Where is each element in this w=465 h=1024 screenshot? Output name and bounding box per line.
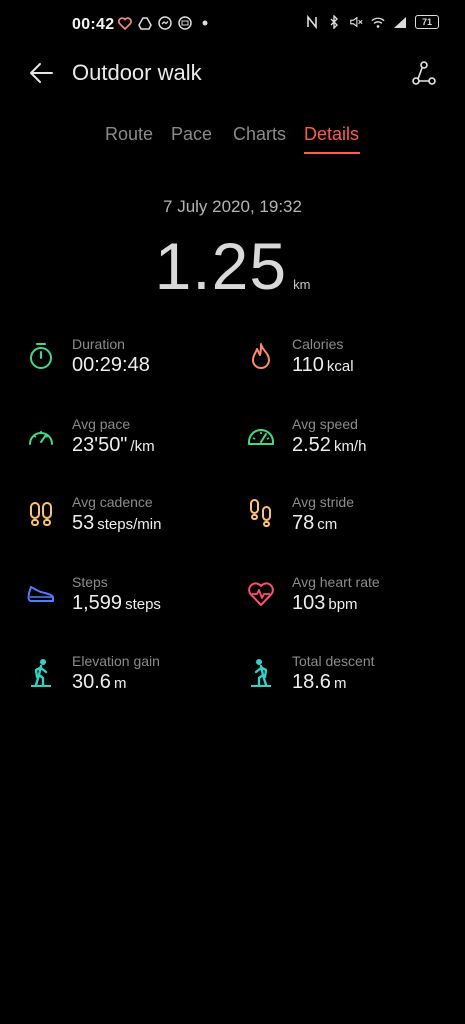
heart-rate-icon — [247, 580, 275, 608]
stat-value: 53 steps/min — [72, 512, 161, 535]
stat-number: 110 — [292, 354, 324, 376]
tab-route[interactable]: Route — [105, 124, 154, 144]
message-icon — [178, 16, 192, 30]
stat-calories: Calories 110 kcal — [247, 336, 457, 392]
stat-value: 30.6 m — [72, 671, 126, 694]
stat-label: Duration — [72, 336, 125, 352]
stat-unit: bpm — [328, 596, 358, 613]
stat-value: 78 cm — [292, 512, 337, 535]
stat-number: 103 — [292, 592, 326, 614]
stat-number: 53 — [72, 512, 95, 534]
messenger-icon — [158, 16, 172, 30]
stat-avg-cadence: Avg cadence 53 steps/min — [27, 494, 237, 550]
workout-datetime: 7 July 2020, 19:32 — [163, 197, 302, 216]
stat-label: Avg pace — [72, 416, 131, 432]
stat-number: 1,599 — [72, 592, 123, 614]
distance-display: 1.25 km — [0, 228, 465, 304]
stat-label: Avg stride — [292, 494, 354, 510]
stat-value: 00:29:48 — [72, 354, 153, 377]
stat-label: Avg cadence — [72, 494, 153, 510]
wifi-icon — [371, 15, 385, 29]
stat-unit: steps/min — [97, 516, 162, 533]
app-header: Outdoor walk — [0, 52, 465, 96]
notification-icons — [118, 16, 212, 30]
stat-total-descent: Total descent 18.6 m — [247, 653, 457, 709]
route-icon — [412, 61, 436, 85]
stat-duration: Duration 00:29:48 — [27, 336, 237, 392]
stat-label: Total descent — [292, 653, 375, 669]
stride-footprints-icon — [247, 499, 275, 528]
stat-label: Calories — [292, 336, 344, 352]
stat-elevation-gain: Elevation gain 30.6 m — [27, 653, 237, 709]
stat-label: Avg speed — [292, 416, 358, 432]
route-share-button[interactable] — [409, 58, 439, 88]
tab-details[interactable]: Details — [304, 124, 360, 144]
mute-icon — [349, 15, 363, 29]
stat-label: Steps — [72, 574, 108, 590]
heart-icon — [118, 16, 132, 30]
status-bar: 00:42 71 — [0, 0, 465, 50]
footprints-icon — [27, 500, 55, 528]
stat-label: Elevation gain — [72, 653, 160, 669]
stat-value: 110 kcal — [292, 354, 354, 377]
active-tab-indicator — [304, 152, 360, 154]
stat-value: 18.6 m — [292, 671, 346, 694]
stat-value: 23'50"/km — [72, 434, 155, 457]
stat-unit: km/h — [333, 438, 367, 455]
signal-icon — [393, 15, 407, 29]
stat-avg-pace: Avg pace 23'50"/km — [27, 416, 237, 472]
drive-icon — [138, 16, 152, 30]
stat-avg-stride: Avg stride 78 cm — [247, 494, 457, 550]
speedometer-icon — [27, 422, 55, 450]
stat-unit: m — [333, 675, 347, 692]
tab-pace[interactable]: Pace — [171, 124, 213, 144]
stat-number: 2.52 — [292, 434, 331, 456]
stat-avg-speed: Avg speed 2.52 km/h — [247, 416, 457, 472]
stat-number: 00:29:48 — [72, 354, 150, 376]
stat-value: 1,599 steps — [72, 592, 161, 615]
hiker-up-icon — [27, 659, 55, 687]
tab-bar: Route Pace Charts Details — [0, 124, 465, 158]
dot-icon — [198, 16, 212, 30]
stat-number: 23'50" — [72, 434, 128, 456]
stat-avg-heart-rate: Avg heart rate 103 bpm — [247, 574, 457, 630]
bluetooth-icon — [327, 15, 341, 29]
stopwatch-icon — [27, 342, 55, 370]
back-button[interactable] — [26, 58, 56, 88]
stat-unit: kcal — [326, 358, 354, 375]
stat-number: 78 — [292, 512, 315, 534]
stat-steps: Steps 1,599 steps — [27, 574, 237, 630]
stat-number: 18.6 — [292, 671, 331, 693]
nfc-icon — [305, 15, 319, 29]
stat-value: 2.52 km/h — [292, 434, 366, 457]
battery-indicator: 71 — [415, 15, 439, 29]
speed-gauge-icon — [247, 422, 275, 450]
stat-unit: cm — [317, 516, 338, 533]
stat-unit: steps — [125, 596, 161, 613]
stat-value: 103 bpm — [292, 592, 358, 615]
status-time: 00:42 — [72, 16, 115, 33]
tab-charts[interactable]: Charts — [233, 124, 287, 144]
arrow-left-icon — [30, 63, 53, 83]
shoe-icon — [27, 580, 55, 608]
stat-label: Avg heart rate — [292, 574, 380, 590]
stat-number: 30.6 — [72, 671, 111, 693]
stat-unit: /km — [130, 438, 155, 455]
flame-icon — [247, 342, 275, 370]
distance-value: 1.25 — [154, 229, 288, 303]
stat-unit: m — [113, 675, 127, 692]
distance-unit: km — [293, 277, 311, 292]
page-title: Outdoor walk — [72, 60, 202, 85]
system-icons: 71 — [305, 15, 439, 29]
hiker-down-icon — [247, 659, 275, 687]
